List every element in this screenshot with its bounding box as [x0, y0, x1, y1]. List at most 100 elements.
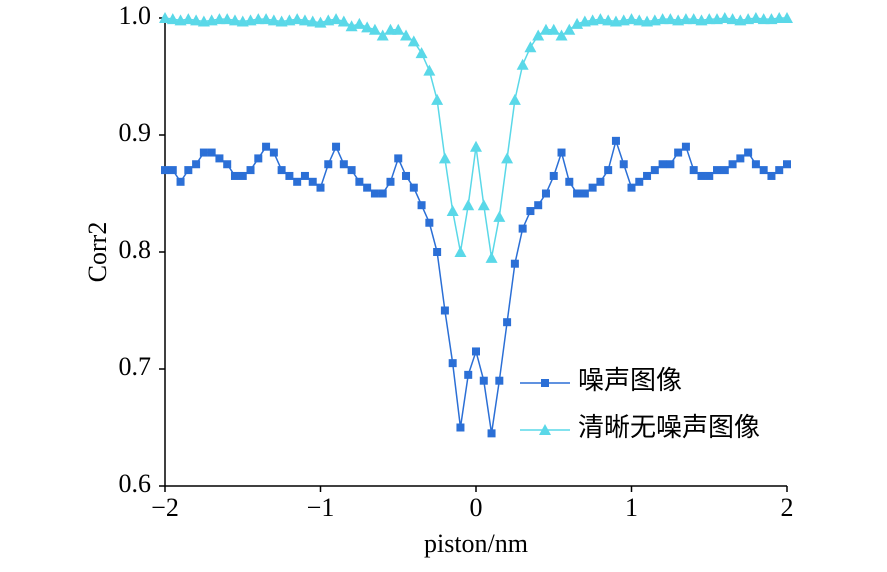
marker	[602, 14, 615, 26]
marker	[643, 171, 652, 180]
marker	[260, 13, 273, 25]
marker	[417, 201, 426, 210]
marker	[407, 35, 420, 47]
y-tick-label: 0.7	[119, 352, 152, 381]
marker	[773, 12, 786, 23]
marker	[464, 370, 473, 379]
marker	[353, 17, 366, 29]
marker	[767, 171, 776, 180]
marker	[392, 23, 405, 35]
marker	[332, 142, 341, 151]
marker	[759, 166, 768, 175]
marker	[252, 13, 265, 25]
marker	[238, 171, 247, 180]
marker	[625, 13, 638, 25]
marker	[518, 224, 527, 233]
marker	[190, 14, 203, 26]
marker	[656, 13, 669, 25]
marker	[679, 13, 692, 25]
marker	[485, 251, 498, 263]
marker	[757, 13, 770, 25]
legend-marker	[539, 424, 551, 435]
marker	[384, 23, 397, 35]
marker	[751, 160, 760, 169]
legend-marker	[541, 379, 549, 387]
marker	[159, 12, 171, 23]
marker	[588, 183, 597, 192]
y-tick-label: 0.8	[119, 235, 152, 264]
marker	[182, 13, 195, 25]
marker	[378, 189, 387, 198]
marker	[376, 29, 389, 41]
marker	[524, 41, 537, 53]
marker	[495, 376, 504, 385]
marker	[627, 183, 636, 192]
y-tick-label: 1.0	[119, 1, 152, 30]
marker	[269, 148, 278, 157]
marker	[308, 177, 317, 186]
marker	[666, 160, 675, 169]
marker	[394, 154, 403, 163]
series-line	[165, 138, 788, 434]
marker	[541, 189, 550, 198]
marker	[573, 189, 582, 198]
marker	[462, 199, 475, 211]
marker	[448, 359, 457, 368]
marker	[726, 13, 739, 25]
marker	[555, 29, 568, 41]
marker	[277, 166, 286, 175]
y-axis-label: Corr2	[83, 222, 112, 283]
marker	[425, 218, 434, 227]
marker	[580, 189, 589, 198]
x-tick-label: −2	[151, 493, 179, 522]
marker	[454, 246, 467, 257]
marker	[306, 15, 319, 27]
marker	[534, 201, 543, 210]
marker	[516, 58, 529, 70]
marker	[477, 199, 490, 211]
marker	[298, 14, 311, 26]
marker	[549, 171, 558, 180]
marker	[487, 429, 496, 438]
legend-label: 噪声图像	[578, 366, 682, 395]
marker	[501, 152, 514, 164]
x-tick-label: 0	[470, 493, 483, 522]
marker	[293, 177, 302, 186]
marker	[262, 142, 271, 151]
marker	[697, 171, 706, 180]
marker	[456, 423, 465, 432]
marker	[532, 29, 545, 41]
marker	[689, 166, 698, 175]
marker	[221, 13, 234, 25]
marker	[168, 166, 177, 175]
marker	[291, 13, 304, 25]
marker	[565, 177, 574, 186]
marker	[728, 160, 737, 169]
marker	[254, 154, 263, 163]
marker	[510, 259, 519, 268]
marker	[363, 183, 372, 192]
marker	[557, 148, 566, 157]
marker	[316, 183, 325, 192]
marker	[539, 23, 552, 35]
marker	[207, 148, 216, 157]
marker	[438, 152, 451, 164]
marker	[285, 171, 294, 180]
marker	[409, 183, 418, 192]
marker	[176, 177, 185, 186]
marker	[775, 166, 784, 175]
marker	[470, 140, 482, 152]
marker	[199, 148, 208, 157]
marker	[503, 318, 512, 327]
marker	[433, 248, 442, 256]
marker	[781, 12, 793, 23]
marker	[402, 171, 411, 180]
x-tick-label: −1	[307, 493, 335, 522]
marker	[508, 93, 521, 105]
marker	[192, 160, 201, 169]
marker	[386, 177, 395, 186]
marker	[720, 166, 729, 175]
x-axis-label: piston/nm	[424, 529, 528, 558]
marker	[703, 13, 716, 25]
